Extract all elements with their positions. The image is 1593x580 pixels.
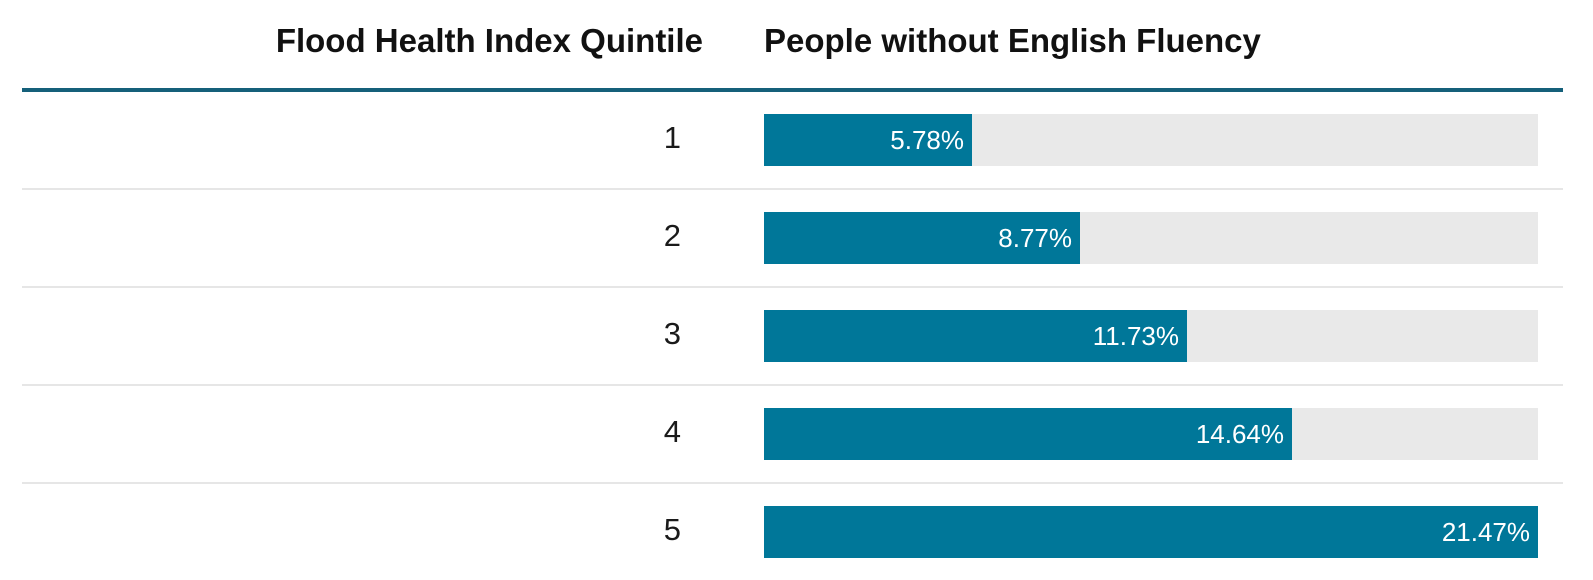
table-row: 5 21.47% <box>22 484 1563 580</box>
bar: 5.78% <box>764 114 972 166</box>
bar: 21.47% <box>764 506 1538 558</box>
table-row: 1 5.78% <box>22 92 1563 190</box>
bar-table: Flood Health Index Quintile People witho… <box>22 0 1563 580</box>
bar-track: 14.64% <box>764 408 1538 460</box>
table-row: 4 14.64% <box>22 386 1563 484</box>
quintile-label: 1 <box>663 120 681 155</box>
quintile-label: 2 <box>663 218 681 253</box>
bar-track: 21.47% <box>764 506 1538 558</box>
table-row: 3 11.73% <box>22 288 1563 386</box>
bar: 11.73% <box>764 310 1187 362</box>
bar-value-label: 11.73% <box>1092 321 1179 351</box>
table-header: Flood Health Index Quintile People witho… <box>22 0 1563 92</box>
bar-value-label: 21.47% <box>1441 517 1530 547</box>
quintile-label: 4 <box>663 414 681 449</box>
quintile-column-header: Flood Health Index Quintile <box>275 22 703 59</box>
bar-value-label: 8.77% <box>998 223 1072 253</box>
metric-column-header: People without English Fluency <box>764 22 1261 59</box>
table-row: 2 8.77% <box>22 190 1563 288</box>
bar-track: 5.78% <box>764 114 1538 166</box>
bar-track: 8.77% <box>764 212 1538 264</box>
quintile-label: 5 <box>663 512 681 547</box>
bar-value-label: 14.64% <box>1195 419 1284 449</box>
quintile-label: 3 <box>663 316 681 351</box>
bar-track: 11.73% <box>764 310 1538 362</box>
table-body: 1 5.78% 2 8.77% 3 11.73% 4 14.64% 5 21.47% <box>22 92 1563 580</box>
bar: 14.64% <box>764 408 1292 460</box>
bar-value-label: 5.78% <box>890 125 964 155</box>
bar: 8.77% <box>764 212 1080 264</box>
